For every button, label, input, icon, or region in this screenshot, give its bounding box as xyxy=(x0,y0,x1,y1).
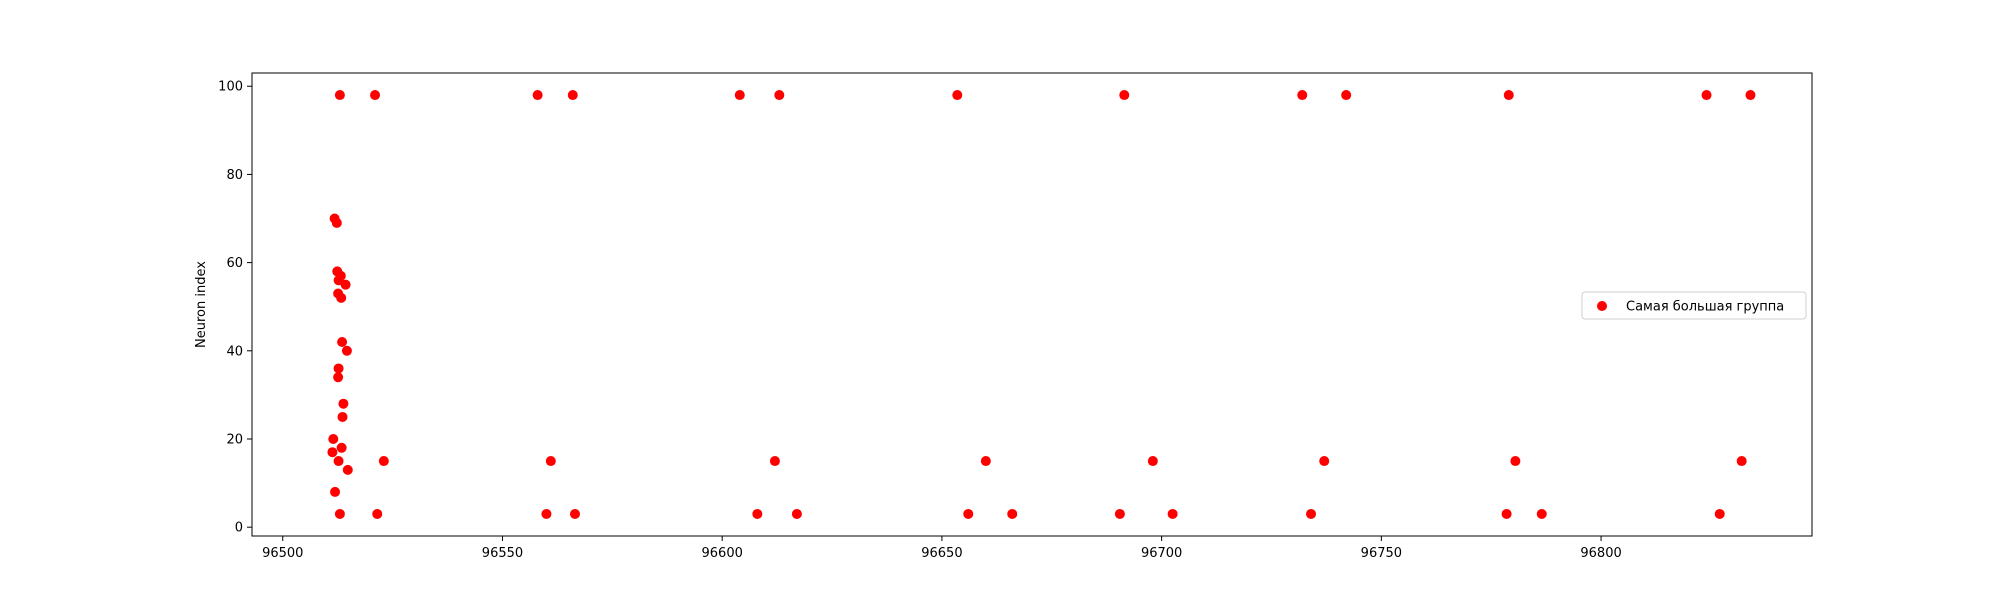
data-point xyxy=(340,279,351,290)
data-point xyxy=(532,90,543,101)
data-point xyxy=(335,270,346,281)
x-tick-label: 96550 xyxy=(482,546,523,561)
data-point xyxy=(769,456,780,467)
data-point xyxy=(337,411,348,422)
data-point xyxy=(1114,508,1125,519)
x-tick-label: 96600 xyxy=(702,546,743,561)
data-point xyxy=(327,447,338,458)
x-tick-label: 96700 xyxy=(1141,546,1182,561)
x-tick-label: 96650 xyxy=(921,546,962,561)
y-tick-label: 20 xyxy=(226,432,243,447)
x-tick-label: 96750 xyxy=(1361,546,1402,561)
y-tick-label: 40 xyxy=(226,344,243,359)
data-point xyxy=(1745,90,1756,101)
y-tick-label: 100 xyxy=(218,80,243,95)
data-point xyxy=(752,508,763,519)
ticks-layer: 96500 96550 96600 96650 96700 96750 96800 0 20 40… xyxy=(218,80,1622,561)
data-point xyxy=(963,508,974,519)
data-point xyxy=(1341,90,1352,101)
data-point xyxy=(1297,90,1308,101)
data-point xyxy=(1714,508,1725,519)
y-tick-label: 60 xyxy=(226,256,243,271)
data-point xyxy=(331,217,342,228)
data-point xyxy=(333,363,344,374)
data-point xyxy=(341,345,352,356)
data-point xyxy=(545,456,556,467)
x-tick-label: 96800 xyxy=(1580,546,1621,561)
data-point xyxy=(1736,456,1747,467)
data-point xyxy=(1503,90,1514,101)
data-point xyxy=(334,508,345,519)
legend-marker xyxy=(1597,301,1607,311)
data-point xyxy=(1536,508,1547,519)
data-point xyxy=(370,90,381,101)
data-point xyxy=(378,456,389,467)
legend-box xyxy=(1581,291,1807,320)
data-point xyxy=(333,456,344,467)
data-point xyxy=(774,90,785,101)
data-point xyxy=(337,336,348,347)
y-axis-title: Neuron index xyxy=(194,261,209,348)
data-point xyxy=(567,90,578,101)
data-point xyxy=(372,508,383,519)
data-point xyxy=(342,464,353,475)
y-tick-label: 0 xyxy=(235,521,243,536)
data-point xyxy=(1119,90,1130,101)
data-point xyxy=(328,433,339,444)
plot-frame xyxy=(251,72,1813,537)
data-point xyxy=(334,90,345,101)
data-point xyxy=(1167,508,1178,519)
data-point xyxy=(541,508,552,519)
data-point xyxy=(1007,508,1018,519)
legend-label: Самая большая группа xyxy=(1626,300,1784,315)
data-point xyxy=(952,90,963,101)
data-point xyxy=(734,90,745,101)
data-point xyxy=(336,442,347,453)
data-point xyxy=(1510,456,1521,467)
data-point xyxy=(791,508,802,519)
data-point xyxy=(330,486,341,497)
data-point xyxy=(1501,508,1512,519)
data-point xyxy=(569,508,580,519)
y-tick-label: 80 xyxy=(226,168,243,183)
data-point xyxy=(336,292,347,303)
legend: Самая большая группа xyxy=(1581,291,1807,320)
data-point xyxy=(1319,456,1330,467)
data-point xyxy=(980,456,991,467)
data-point xyxy=(1306,508,1317,519)
x-tick-label: 96500 xyxy=(262,546,303,561)
data-point xyxy=(1701,90,1712,101)
data-point xyxy=(338,398,349,409)
data-point xyxy=(1147,456,1158,467)
data-point xyxy=(333,372,344,383)
points-layer xyxy=(327,90,1756,519)
